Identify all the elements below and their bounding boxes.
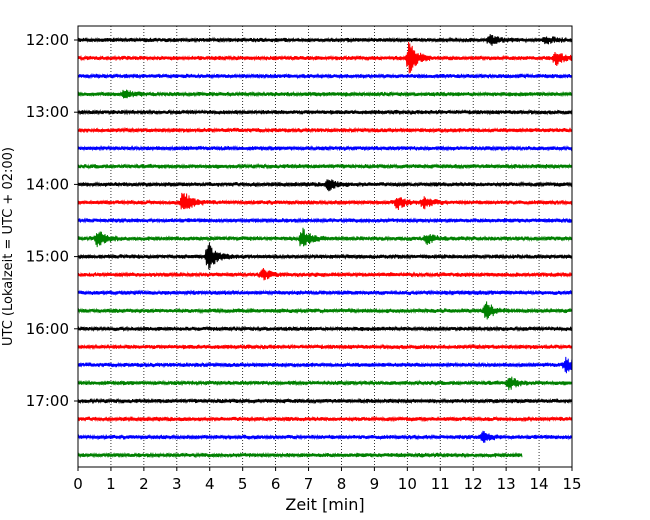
- x-tick-label: 12: [464, 475, 483, 493]
- x-tick-label: 0: [73, 475, 83, 493]
- seismic-trace: [77, 343, 573, 351]
- seismic-trace: [77, 415, 573, 423]
- x-tick-label: 6: [271, 475, 281, 493]
- x-tick-label: 5: [238, 475, 248, 493]
- x-tick-label: 7: [304, 475, 314, 493]
- y-tick-label: 15:00: [26, 248, 69, 266]
- seismic-trace: [77, 289, 573, 296]
- seismic-trace: [77, 242, 573, 270]
- seismic-trace: [77, 108, 573, 116]
- x-tick-label: 11: [431, 475, 450, 493]
- y-axis-title: UTC (Lokalzeit = UTC + 02:00): [1, 147, 16, 346]
- seismic-trace: [77, 451, 523, 459]
- y-axis-ticks: 12:00 13:00 14:00 15:00 16:00 17:00: [26, 31, 78, 410]
- seismic-trace: [77, 41, 573, 74]
- seismic-trace: [77, 356, 573, 374]
- seismic-trace: [77, 397, 573, 405]
- seismic-trace: [77, 267, 573, 281]
- seismic-trace: [77, 192, 573, 210]
- x-axis-ticks: 0 1 2 3 4 5 6 7 8 9 10 11 12 13 14 15: [73, 467, 582, 493]
- seismic-traces: [77, 34, 573, 459]
- seismic-trace: [77, 227, 573, 248]
- x-tick-label: 9: [370, 475, 380, 493]
- seismic-trace: [77, 179, 573, 192]
- x-tick-label: 15: [562, 475, 581, 493]
- y-tick-label: 17:00: [26, 392, 69, 410]
- x-tick-label: 4: [205, 475, 215, 493]
- plot-frame: [77, 25, 573, 468]
- seismic-trace: [77, 89, 573, 99]
- x-tick-label: 8: [337, 475, 347, 493]
- x-tick-label: 13: [497, 475, 516, 493]
- seismic-trace: [77, 301, 573, 320]
- y-tick-label: 16:00: [26, 320, 69, 338]
- seismic-trace: [77, 376, 573, 391]
- y-tick-label: 14:00: [26, 175, 69, 193]
- y-tick-label: 13:00: [26, 103, 69, 121]
- seismic-trace: [77, 430, 573, 443]
- x-axis-title: Zeit [min]: [285, 495, 364, 514]
- seismic-trace: [77, 162, 573, 170]
- x-tick-label: 14: [530, 475, 549, 493]
- seismic-trace: [77, 126, 573, 134]
- seismic-trace: [77, 144, 573, 152]
- x-tick-label: 1: [106, 475, 116, 493]
- x-tick-label: 10: [398, 475, 417, 493]
- seismic-trace: [77, 217, 573, 224]
- seismic-trace: [77, 72, 573, 80]
- seismic-trace: [77, 34, 573, 46]
- x-tick-label: 3: [172, 475, 182, 493]
- x-tick-label: 2: [139, 475, 149, 493]
- y-tick-label: 12:00: [26, 31, 69, 49]
- seismic-trace: [77, 325, 573, 333]
